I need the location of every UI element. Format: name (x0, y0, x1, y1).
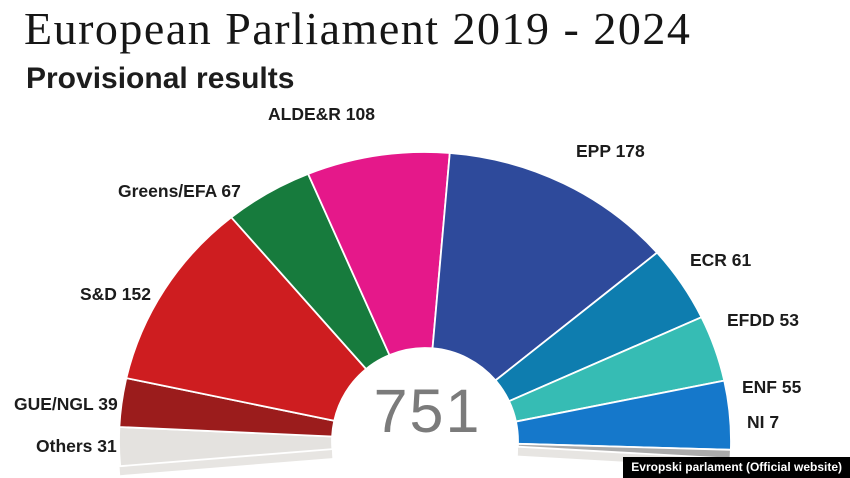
hemicycle-inner-disc (332, 348, 518, 478)
segment-label-efdd: EFDD 53 (727, 310, 799, 330)
segment-label-alde-r: ALDE&R 108 (268, 104, 375, 124)
segment-label-enf: ENF 55 (742, 377, 802, 397)
total-seats: 751 (373, 377, 482, 445)
segment-label-s-d: S&D 152 (80, 284, 152, 304)
segment-label-ni: NI 7 (747, 412, 780, 432)
segment-label-gue-ngl: GUE/NGL 39 (14, 394, 118, 414)
source-attribution-badge: Evropski parlament (Official website) (623, 457, 850, 478)
segment-label-epp: EPP 178 (576, 141, 645, 161)
segment-label-others: Others 31 (36, 436, 117, 456)
segment-label-ecr: ECR 61 (690, 250, 752, 270)
segment-label-greens-efa: Greens/EFA 67 (118, 181, 241, 201)
page-subtitle: Provisional results (26, 62, 295, 95)
page-title: European Parliament 2019 - 2024 (24, 3, 692, 54)
segment-ni (516, 442, 732, 460)
